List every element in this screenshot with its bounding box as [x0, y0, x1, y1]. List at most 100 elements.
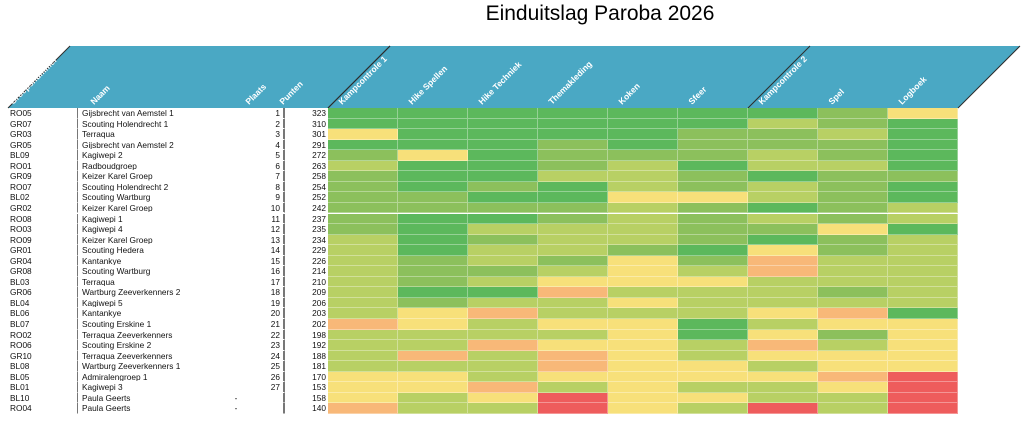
score-heat-cell — [818, 340, 888, 351]
score-heat-cell — [468, 181, 538, 193]
team-name-cell: Wartburg Zeeverkenners 1 — [78, 361, 284, 372]
score-heat-cell — [818, 213, 888, 224]
place-cell: 25 — [248, 361, 284, 372]
score-heat-cell — [608, 255, 678, 267]
team-name-cell: Kantankye — [78, 308, 284, 319]
group-number-cell: RO04 — [8, 403, 78, 414]
header-separator — [7, 45, 71, 109]
score-heat-cell — [608, 129, 678, 140]
points-cell: 229 — [284, 245, 328, 256]
team-name-cell: Terraqua — [78, 276, 284, 288]
score-heat-cell — [678, 181, 748, 193]
score-heat-cell — [748, 340, 818, 351]
points-cell: 272 — [284, 150, 328, 161]
header-group-separator — [747, 45, 811, 109]
team-name-cell: Paula Geerts — [78, 392, 284, 404]
team-name-cell: Gijsbrecht van Aemstel 1 — [78, 108, 284, 119]
score-heat-cell — [328, 308, 398, 319]
score-heat-cell — [888, 181, 958, 193]
score-heat-cell — [328, 118, 398, 130]
place-cell: 5 — [248, 150, 284, 161]
score-heat-cell — [328, 392, 398, 404]
score-heat-cell — [468, 287, 538, 298]
team-name-cell: Terraqua — [78, 129, 284, 140]
score-heat-cell — [818, 118, 888, 130]
header-end-separator — [957, 45, 1021, 109]
score-heat-cell — [328, 129, 398, 140]
score-heat-cell — [468, 350, 538, 362]
place-cell: 7 — [248, 171, 284, 182]
score-heat-cell — [468, 382, 538, 393]
score-heat-cell — [678, 276, 748, 288]
score-heat-cell — [468, 266, 538, 277]
score-heat-cell — [888, 382, 958, 393]
table-row: BL06 Kantankye 20 203 — [8, 308, 960, 319]
group-number-cell: RO06 — [8, 340, 78, 351]
score-heat-cell — [748, 382, 818, 393]
table-row: BL07 Scouting Erskine 1 21 202 — [8, 319, 960, 330]
score-heat-cell — [608, 266, 678, 277]
score-heat-cell — [608, 171, 678, 182]
score-heat-cell — [818, 171, 888, 182]
score-heat-cell — [328, 361, 398, 372]
score-heat-cell — [328, 150, 398, 161]
score-heat-cell — [608, 224, 678, 235]
score-heat-cell — [328, 108, 398, 119]
table-row: GR05 Gijsbrecht van Aemstel 2 4 291 — [8, 139, 960, 151]
group-number-cell: BL01 — [8, 382, 78, 393]
column-header-band: Groepsnummer Naam Plaats Punten Kampcontrole… — [7, 45, 1021, 109]
points-cell: 202 — [284, 319, 328, 330]
group-number-cell: RO08 — [8, 213, 78, 224]
score-heat-cell — [888, 192, 958, 203]
score-heat-cell — [678, 361, 748, 372]
score-heat-cell — [468, 403, 538, 414]
score-heat-cell — [538, 213, 608, 224]
score-heat-cell — [468, 308, 538, 319]
score-heat-cell — [328, 297, 398, 309]
group-number-cell: BL03 — [8, 276, 78, 288]
score-heat-cell — [328, 245, 398, 256]
score-heat-cell — [818, 108, 888, 119]
score-heat-cell — [538, 350, 608, 362]
score-heat-cell — [608, 150, 678, 161]
score-heat-cell — [748, 255, 818, 267]
score-heat-cell — [888, 224, 958, 235]
score-heat-cell — [398, 403, 468, 414]
score-heat-cell — [888, 108, 958, 119]
score-heat-cell — [818, 255, 888, 267]
points-cell: 323 — [284, 108, 328, 119]
points-cell: 192 — [284, 340, 328, 351]
group-number-cell: GR04 — [8, 255, 78, 267]
place-cell: 3 — [248, 129, 284, 140]
score-heat-cell — [818, 403, 888, 414]
score-heat-cell — [888, 234, 958, 246]
score-heat-cell — [608, 350, 678, 362]
team-name-cell: Gijsbrecht van Aemstel 2 — [78, 139, 284, 151]
place-cell: 27 — [248, 382, 284, 393]
score-heat-cell — [818, 245, 888, 256]
score-heat-cell — [328, 255, 398, 267]
score-heat-cell — [538, 403, 608, 414]
group-number-cell: RO05 — [8, 108, 78, 119]
place-cell: 14 — [248, 245, 284, 256]
group-number-cell: GR07 — [8, 118, 78, 130]
score-heat-cell — [748, 202, 818, 214]
score-heat-cell — [538, 255, 608, 267]
score-heat-cell — [678, 255, 748, 267]
score-heat-cell — [538, 202, 608, 214]
team-name-cell: Scouting Erskine 1 — [78, 319, 284, 330]
score-heat-cell — [818, 319, 888, 330]
points-cell: 235 — [284, 224, 328, 235]
team-name-cell: Scouting Wartburg — [78, 266, 284, 277]
place-cell: - — [230, 403, 242, 414]
score-heat-cell — [748, 350, 818, 362]
group-number-cell: GR05 — [8, 139, 78, 151]
score-heat-cell — [398, 192, 468, 203]
score-heat-cell — [608, 139, 678, 151]
score-heat-cell — [538, 266, 608, 277]
score-heat-cell — [748, 224, 818, 235]
score-heat-cell — [328, 160, 398, 172]
score-heat-cell — [678, 160, 748, 172]
table-row: GR07 Scouting Holendrecht 1 2 310 — [8, 118, 960, 130]
points-cell: 210 — [284, 276, 328, 288]
